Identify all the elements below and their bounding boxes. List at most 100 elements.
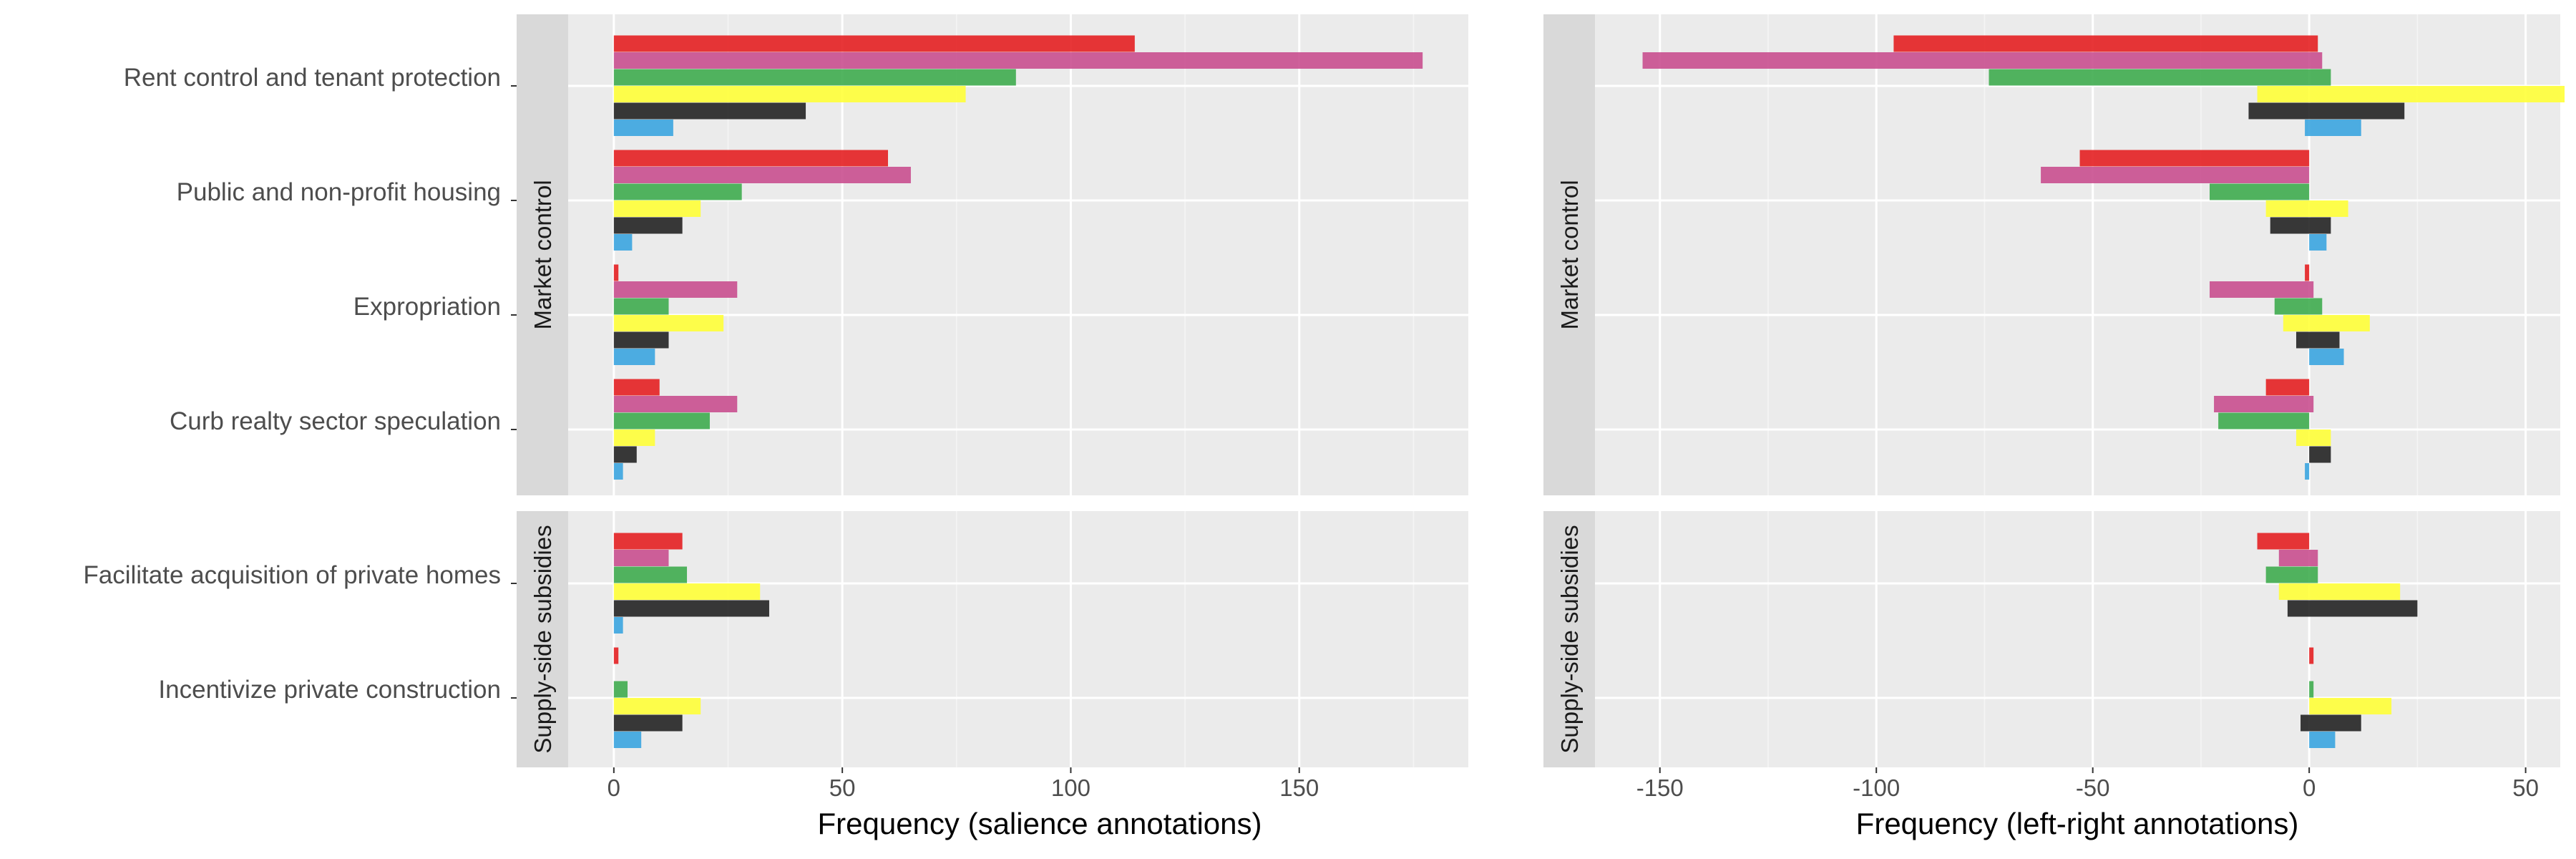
bar-p1-c02-s0-0 bbox=[2305, 264, 2310, 281]
xtick-label-1-1: -100 bbox=[1853, 775, 1900, 801]
bar-p0-c02-s4-0 bbox=[613, 331, 669, 349]
bar-p1-c11-s5-0 bbox=[2309, 732, 2336, 748]
bar-p1-c10-s4-0 bbox=[2287, 600, 2418, 617]
bar-p0-c10-s1-0 bbox=[613, 550, 669, 566]
bar-p0-c11-s0-0 bbox=[613, 647, 619, 664]
bar-p1-c03-s3-0 bbox=[2296, 430, 2331, 446]
xtick-label-0-2: 100 bbox=[1051, 775, 1091, 801]
xtick-label-1-0: -150 bbox=[1636, 775, 1684, 801]
bar-p1-c01-s0-0 bbox=[2079, 150, 2310, 167]
bar-p1-c02-s5-0 bbox=[2309, 349, 2344, 365]
bar-p1-c00-s3-0 bbox=[2257, 86, 2565, 102]
xtick-label-0-1: 50 bbox=[829, 775, 856, 801]
bar-p0-c10-s2-0 bbox=[613, 566, 688, 583]
bar-p0-c10-s3-0 bbox=[613, 583, 761, 600]
bar-p1-c00-s4-0 bbox=[2248, 102, 2405, 120]
x-axis-title-left: Frequency (salience annotations) bbox=[817, 807, 1262, 840]
bar-p0-c00-s5-0 bbox=[613, 120, 673, 136]
bar-p1-c10-s0-0 bbox=[2257, 533, 2310, 550]
bar-p0-c01-s4-0 bbox=[613, 217, 683, 234]
bar-p1-c03-s2-0 bbox=[2218, 412, 2310, 430]
bar-p1-c01-s5-0 bbox=[2309, 234, 2327, 251]
bar-p0-c01-s5-0 bbox=[613, 234, 633, 251]
bar-p0-c03-s1-0 bbox=[613, 396, 738, 412]
bar-p1-c11-s0-0 bbox=[2309, 647, 2314, 664]
bar-p1-c11-s3-0 bbox=[2309, 698, 2392, 714]
x-axis-title-right: Frequency (left-right annotations) bbox=[1856, 807, 2299, 840]
category-label-5: Incentivize private construction bbox=[158, 676, 501, 704]
bar-p1-c01-s3-0 bbox=[2265, 200, 2348, 217]
bar-p0-c01-s1-0 bbox=[613, 167, 911, 183]
bar-p0-c03-s2-0 bbox=[613, 412, 710, 430]
xtick-label-0-0: 0 bbox=[608, 775, 620, 801]
bar-p0-c02-s1-0 bbox=[613, 281, 738, 298]
strip-bg-right-supply-side bbox=[1543, 511, 1595, 767]
bar-p0-c11-s4-0 bbox=[613, 714, 683, 732]
category-label-3: Curb realty sector speculation bbox=[170, 407, 501, 435]
bar-p0-c10-s0-0 bbox=[613, 533, 683, 550]
bar-p0-c10-s4-0 bbox=[613, 600, 769, 617]
category-label-1: Public and non-profit housing bbox=[177, 178, 501, 206]
xtick-label-1-4: 50 bbox=[2512, 775, 2539, 801]
plot-layer: 0 50 100 150 -150 -100 -50 0 50 bbox=[511, 14, 2565, 801]
bar-p0-c00-s1-0 bbox=[613, 52, 1423, 69]
category-labels: Rent control and tenant protection Publi… bbox=[83, 64, 501, 704]
strip-label-right-market-control: Market control bbox=[1556, 180, 1583, 329]
strip-label-left-supply-side: Supply-side subsidies bbox=[530, 525, 556, 753]
bar-p0-c11-s5-0 bbox=[613, 732, 642, 748]
bar-p0-c03-s5-0 bbox=[613, 463, 623, 480]
bar-p0-c02-s3-0 bbox=[613, 315, 724, 331]
bar-p0-c00-s4-0 bbox=[613, 102, 806, 120]
bar-p1-c03-s1-0 bbox=[2214, 396, 2314, 412]
bar-p1-c02-s1-0 bbox=[2210, 281, 2314, 298]
bar-p0-c00-s3-0 bbox=[613, 86, 966, 102]
bar-p1-c02-s3-0 bbox=[2283, 315, 2370, 331]
bar-p0-c11-s2-0 bbox=[613, 681, 628, 698]
bar-p1-c11-s2-0 bbox=[2309, 681, 2314, 698]
bar-p1-c10-s1-0 bbox=[2278, 550, 2318, 566]
bar-p1-c03-s4-0 bbox=[2309, 446, 2331, 463]
xtick-label-0-3: 150 bbox=[1279, 775, 1319, 801]
bar-p1-c00-s5-0 bbox=[2305, 120, 2361, 136]
bar-p0-c03-s0-0 bbox=[613, 379, 660, 396]
bar-p1-c02-s2-0 bbox=[2274, 298, 2323, 315]
bar-p0-c01-s2-0 bbox=[613, 183, 742, 200]
bar-p0-c10-s5-0 bbox=[613, 617, 623, 634]
bar-p1-c00-s1-0 bbox=[1642, 52, 2323, 69]
bar-p1-c00-s0-0 bbox=[1893, 35, 2318, 52]
bar-p0-c00-s0-0 bbox=[613, 35, 1135, 52]
bar-p0-c03-s3-0 bbox=[613, 430, 655, 446]
panel-bg-1-1 bbox=[1595, 511, 2560, 767]
bar-p0-c01-s3-0 bbox=[613, 200, 701, 217]
bar-p0-c02-s5-0 bbox=[613, 349, 655, 365]
facet-strips: Market control Supply-side subsidies Mar… bbox=[517, 14, 1595, 767]
bar-p0-c11-s3-0 bbox=[613, 698, 701, 714]
axis-titles: Frequency (salience annotations) Frequen… bbox=[817, 807, 2298, 840]
bar-p0-c02-s2-0 bbox=[613, 298, 669, 315]
strip-bg-left-supply-side bbox=[517, 511, 568, 767]
strip-bg-left-market-control bbox=[517, 14, 568, 495]
category-label-4: Facilitate acquisition of private homes bbox=[83, 561, 501, 589]
bar-p1-c00-s2-0 bbox=[1989, 69, 2331, 86]
bar-p1-c01-s2-0 bbox=[2210, 183, 2310, 200]
strip-label-right-supply-side: Supply-side subsidies bbox=[1556, 525, 1583, 753]
category-label-0: Rent control and tenant protection bbox=[124, 64, 501, 92]
bar-p1-c11-s4-0 bbox=[2301, 714, 2361, 732]
strip-label-left-market-control: Market control bbox=[530, 180, 556, 329]
xtick-label-1-3: 0 bbox=[2303, 775, 2316, 801]
bar-p1-c03-s0-0 bbox=[2265, 379, 2310, 396]
bar-p1-c10-s2-0 bbox=[2265, 566, 2318, 583]
bar-p0-c00-s2-0 bbox=[613, 69, 1016, 86]
xtick-label-1-2: -50 bbox=[2076, 775, 2110, 801]
bar-p0-c03-s4-0 bbox=[613, 446, 637, 463]
strip-bg-right-market-control bbox=[1543, 14, 1595, 495]
bar-p0-c01-s0-0 bbox=[613, 150, 889, 167]
panel-bg-0-1 bbox=[568, 511, 1468, 767]
bar-p0-c02-s0-0 bbox=[613, 264, 619, 281]
bar-p1-c03-s5-0 bbox=[2305, 463, 2310, 480]
bar-p1-c02-s4-0 bbox=[2296, 331, 2340, 349]
bar-p1-c01-s4-0 bbox=[2270, 217, 2331, 234]
bar-p1-c10-s3-0 bbox=[2278, 583, 2401, 600]
category-label-2: Expropriation bbox=[353, 293, 501, 321]
